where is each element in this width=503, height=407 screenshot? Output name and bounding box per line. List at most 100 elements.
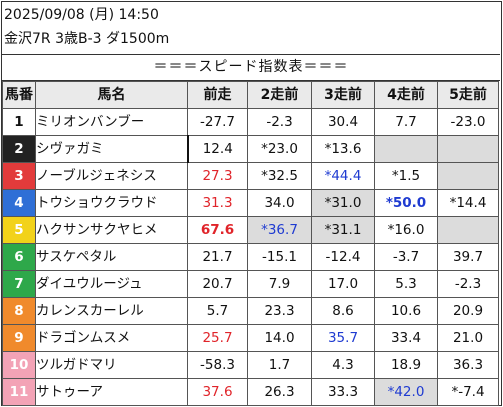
col-header-3-races-ago: 3走前	[311, 81, 375, 109]
speed-index-cell: 35.7	[311, 324, 375, 352]
table-row: 11 サトゥーア 37.6 26.3 33.3 *42.0 *-7.4	[2, 378, 499, 406]
speed-index-cell: 14.0	[247, 324, 312, 352]
speed-index-cell: 33.4	[374, 324, 438, 352]
horse-name: ハクサンサクヤヒメ	[35, 216, 188, 244]
speed-index-cell: 33.3	[311, 378, 375, 406]
horse-name: サトゥーア	[35, 378, 188, 406]
speed-index-cell: 7.7	[374, 108, 438, 136]
speed-index-cell: -2.3	[247, 108, 312, 136]
speed-index-cell: *36.7	[247, 216, 312, 244]
table-row: 1 ミリオンバンブー -27.7 -2.3 30.4 7.7 -23.0	[2, 108, 499, 136]
horse-number: 4	[2, 189, 36, 217]
speed-index-cell: *23.0	[247, 135, 312, 163]
col-header-number: 馬番	[2, 81, 36, 109]
horse-number: 10	[2, 351, 36, 379]
col-header-4-races-ago: 4走前	[374, 81, 438, 109]
speed-index-cell: 10.6	[374, 297, 438, 325]
divider	[1, 80, 500, 81]
horse-number: 7	[2, 270, 36, 298]
col-header-last-race: 前走	[187, 81, 248, 109]
speed-index-table: 馬番 馬名 前走 2走前 3走前 4走前 5走前 1 ミリオンバンブー -27.7-…	[2, 81, 499, 406]
divider	[1, 54, 500, 55]
speed-index-cell: 21.7	[187, 243, 248, 271]
speed-index-cell: -27.7	[187, 108, 248, 136]
speed-index-cell: *31.1	[311, 216, 375, 244]
speed-index-cell: *50.0	[374, 189, 438, 217]
speed-index-cell: *16.0	[374, 216, 438, 244]
horse-name: シヴァガミ	[35, 135, 188, 163]
horse-number: 3	[2, 162, 36, 190]
speed-index-cell-empty	[437, 162, 499, 190]
speed-index-cell: 18.9	[374, 351, 438, 379]
col-header-horse-name: 馬名	[35, 81, 188, 109]
horse-name: カレンスカーレル	[35, 297, 188, 325]
speed-index-cell: 36.3	[437, 351, 499, 379]
speed-index-cell: 25.7	[187, 324, 248, 352]
table-row: 6 サスケペタル 21.7 -15.1 -12.4 -3.7 39.7	[2, 243, 499, 271]
table-title-banner: ＝＝＝スピード指数表＝＝＝	[153, 59, 349, 75]
speed-index-cell: 27.3	[187, 162, 248, 190]
horse-number: 8	[2, 297, 36, 325]
speed-index-cell: *13.6	[311, 135, 375, 163]
speed-index-cell: -12.4	[311, 243, 375, 271]
speed-index-cell-empty	[437, 216, 499, 244]
table-row: 8 カレンスカーレル 5.7 23.3 8.6 10.6 20.9	[2, 297, 499, 325]
speed-index-cell: 17.0	[311, 270, 375, 298]
horse-name: ノーブルジェネシス	[35, 162, 188, 190]
table-row: 3 ノーブルジェネシス 27.3 *32.5 *44.4 *1.5	[2, 162, 499, 190]
speed-index-cell: *42.0	[374, 378, 438, 406]
speed-index-cell: -3.7	[374, 243, 438, 271]
speed-index-cell: 4.3	[311, 351, 375, 379]
horse-number: 11	[2, 378, 36, 406]
speed-index-cell: 8.6	[311, 297, 375, 325]
speed-index-cell: -2.3	[437, 270, 499, 298]
horse-number: 1	[2, 108, 36, 136]
speed-index-cell: 23.3	[247, 297, 312, 325]
horse-name: ダイユウルージュ	[35, 270, 188, 298]
speed-index-cell: -23.0	[437, 108, 499, 136]
speed-index-cell: *1.5	[374, 162, 438, 190]
speed-index-cell-empty	[374, 135, 438, 163]
horse-name: トウショウクラウド	[35, 189, 188, 217]
table-row: 10 ツルガドマリ -58.3 1.7 4.3 18.9 36.3	[2, 351, 499, 379]
horse-name: ツルガドマリ	[35, 351, 188, 379]
speed-index-cell: 1.7	[247, 351, 312, 379]
race-datetime: 2025/09/08 (月) 14:50	[4, 7, 159, 23]
speed-index-cell: 31.3	[187, 189, 248, 217]
speed-index-cell: *31.0	[311, 189, 375, 217]
speed-index-cell: *-7.4	[437, 378, 499, 406]
speed-index-cell: 5.3	[374, 270, 438, 298]
table-row: 4 トウショウクラウド 31.3 34.0 *31.0 *50.0 *14.4	[2, 189, 499, 217]
speed-index-cell: *44.4	[311, 162, 375, 190]
table-header-row: 馬番 馬名 前走 2走前 3走前 4走前 5走前	[2, 81, 499, 109]
speed-index-cell: 26.3	[247, 378, 312, 406]
speed-index-cell: 7.9	[247, 270, 312, 298]
horse-number: 9	[2, 324, 36, 352]
race-info: 金沢7R 3歳B-3 ダ1500m	[4, 31, 170, 47]
speed-index-cell: 21.0	[437, 324, 499, 352]
speed-index-cell: 34.0	[247, 189, 312, 217]
speed-index-cell: 39.7	[437, 243, 499, 271]
horse-name: ドラゴンムスメ	[35, 324, 188, 352]
speed-index-cell: -58.3	[187, 351, 248, 379]
col-header-2-races-ago: 2走前	[247, 81, 312, 109]
speed-index-cell: 37.6	[187, 378, 248, 406]
speed-index-cell: 20.7	[187, 270, 248, 298]
horse-name: サスケペタル	[35, 243, 188, 271]
speed-index-cell: -15.1	[247, 243, 312, 271]
speed-index-cell: 5.7	[187, 297, 248, 325]
speed-index-cell: 30.4	[311, 108, 375, 136]
horse-number: 2	[2, 135, 36, 163]
speed-index-cell: 67.6	[187, 216, 248, 244]
speed-index-cell: 12.4	[186, 135, 248, 163]
speed-index-cell: *14.4	[437, 189, 499, 217]
horse-number: 5	[2, 216, 36, 244]
table-row: 2 シヴァガミ 12.4 *23.0 *13.6	[2, 135, 499, 163]
table-row: 9 ドラゴンムスメ 25.7 14.0 35.7 33.4 21.0	[2, 324, 499, 352]
col-header-5-races-ago: 5走前	[437, 81, 499, 109]
horse-number: 6	[2, 243, 36, 271]
table-row: 5 ハクサンサクヤヒメ 67.6 *36.7 *31.1 *16.0	[2, 216, 499, 244]
speed-index-cell: 20.9	[437, 297, 499, 325]
table-row: 7 ダイユウルージュ 20.7 7.9 17.0 5.3 -2.3	[2, 270, 499, 298]
